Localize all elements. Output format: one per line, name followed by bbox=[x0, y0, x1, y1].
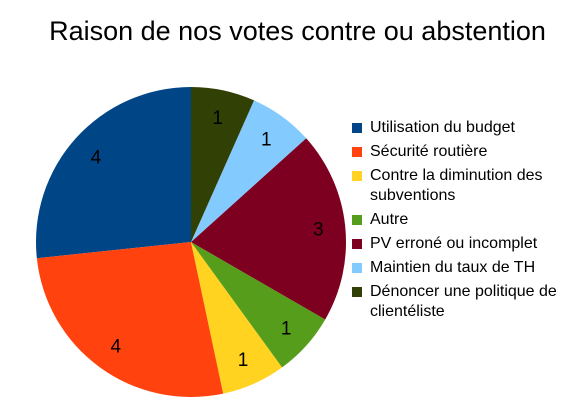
legend-item: PV erroné ou incomplet bbox=[352, 234, 583, 254]
legend-item: Sécurité routière bbox=[352, 142, 583, 162]
legend-item: Contre la diminution des subventions bbox=[352, 166, 583, 206]
legend: Utilisation du budget Sécurité routière Co… bbox=[352, 118, 583, 326]
legend-item: Dénoncer une politique de clientéliste bbox=[352, 282, 583, 322]
legend-label: Sécurité routière bbox=[370, 143, 488, 160]
legend-swatch bbox=[352, 239, 362, 249]
legend-swatch bbox=[352, 263, 362, 273]
legend-swatch bbox=[352, 171, 362, 181]
legend-swatch bbox=[352, 287, 362, 297]
legend-label: Contre la diminution des subventions bbox=[370, 167, 543, 204]
legend-label: PV erroné ou incomplet bbox=[370, 235, 538, 252]
pie-slice-contre-la-diminution-des-subventions bbox=[191, 242, 283, 394]
pie-slice-maintien-du-taux-de-th bbox=[191, 100, 307, 242]
legend-label: Autre bbox=[370, 211, 409, 228]
legend-swatch bbox=[352, 215, 362, 225]
pie-slice-pv-errone-ou-incomplet bbox=[191, 138, 346, 320]
pie-slice-autre bbox=[191, 242, 326, 368]
pie-slice-utilisation-du-budget bbox=[36, 87, 192, 259]
slice-value-label: 1 bbox=[281, 319, 292, 340]
pie-slice-denoncer-une-politique-de-clienteliste bbox=[191, 87, 255, 242]
slice-value-label: 4 bbox=[110, 337, 121, 358]
slice-value-label: 1 bbox=[261, 129, 272, 150]
chart-title: Raison de nos votes contre ou abstention bbox=[49, 16, 546, 46]
slice-value-label: 1 bbox=[238, 350, 249, 371]
legend-label: Dénoncer une politique de clientéliste bbox=[370, 283, 557, 320]
legend-swatch bbox=[352, 123, 362, 133]
legend-label: Utilisation du budget bbox=[370, 119, 515, 136]
pie-slice-securite-routiere bbox=[36, 242, 224, 397]
legend-item: Utilisation du budget bbox=[352, 118, 583, 138]
legend-swatch bbox=[352, 147, 362, 157]
legend-item: Autre bbox=[352, 210, 583, 230]
legend-item: Maintien du taux de TH bbox=[352, 258, 583, 278]
legend-label: Maintien du taux de TH bbox=[370, 259, 536, 276]
slice-value-label: 3 bbox=[313, 220, 324, 241]
slice-value-label: 1 bbox=[212, 108, 223, 129]
slice-value-label: 4 bbox=[91, 147, 102, 168]
